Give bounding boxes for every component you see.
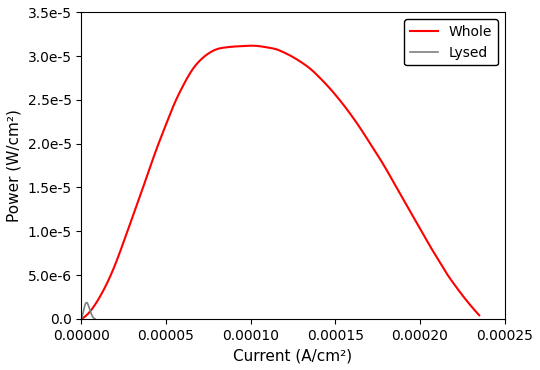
Lysed — [78, 317, 85, 321]
Whole — [254, 44, 260, 48]
Legend: Whole, Lysed: Whole, Lysed — [404, 19, 498, 65]
Lysed — [90, 316, 97, 320]
Lysed — [83, 300, 90, 305]
Lysed — [90, 315, 96, 319]
Whole — [78, 317, 85, 321]
Lysed — [78, 316, 85, 321]
Y-axis label: Power (W/cm²): Power (W/cm²) — [7, 109, 22, 222]
X-axis label: Current (A/cm²): Current (A/cm²) — [233, 348, 353, 363]
Whole — [239, 44, 246, 48]
Lysed — [86, 307, 93, 312]
Whole — [352, 118, 358, 122]
Whole — [476, 313, 482, 317]
Lysed — [92, 317, 98, 321]
Line: Lysed: Lysed — [82, 303, 95, 319]
Lysed — [86, 306, 93, 310]
Line: Whole: Whole — [82, 46, 479, 319]
Whole — [389, 177, 395, 182]
Whole — [396, 190, 402, 194]
Whole — [248, 44, 255, 48]
Lysed — [86, 306, 93, 311]
Whole — [119, 244, 125, 249]
